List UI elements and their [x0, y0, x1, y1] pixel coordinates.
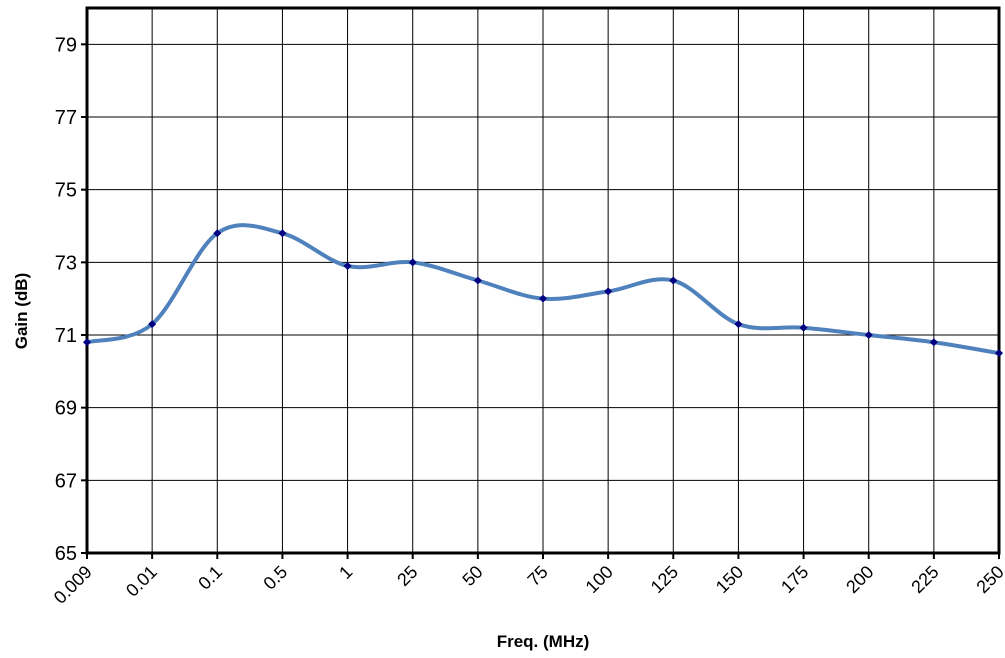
data-point-marker	[343, 261, 352, 270]
data-point-marker	[148, 320, 157, 329]
x-tick-label: 200	[842, 562, 877, 597]
data-point-marker	[929, 338, 938, 347]
data-point-marker	[83, 338, 91, 347]
data-point-marker	[278, 229, 287, 238]
y-axis-title: Gain (dB)	[12, 273, 31, 350]
y-tick-label: 75	[55, 180, 77, 202]
data-point-marker	[864, 331, 873, 339]
data-point-marker	[408, 258, 417, 267]
x-tick-label: 25	[393, 562, 421, 590]
data-point-marker	[604, 287, 613, 296]
data-point-marker	[799, 323, 808, 332]
y-tick-label: 69	[55, 398, 77, 420]
y-tick-label: 73	[55, 252, 77, 274]
x-tick-label: 0.01	[122, 562, 161, 601]
y-tick-label: 71	[55, 325, 77, 347]
data-point-marker	[995, 349, 1003, 358]
y-tick-label: 67	[55, 470, 77, 492]
x-tick-label: 250	[972, 562, 1005, 597]
y-tick-label: 65	[55, 543, 77, 565]
x-axis-title: Freq. (MHz)	[497, 632, 590, 651]
x-tick-label: 0.1	[194, 562, 226, 594]
x-tick-label: 100	[582, 562, 617, 597]
x-tick-label: 75	[524, 562, 552, 590]
data-point-marker	[539, 294, 547, 303]
data-point-marker	[473, 276, 482, 285]
x-tick-label: 125	[647, 562, 682, 597]
y-axis-ticks: 65 67 69 71 73 75 77 79	[55, 34, 87, 565]
x-tick-label: 50	[458, 562, 486, 590]
x-tick-label: 1	[335, 562, 356, 583]
grid-lines	[87, 8, 999, 553]
data-markers	[83, 229, 1003, 358]
y-tick-label: 77	[55, 107, 77, 129]
data-point-marker	[669, 276, 678, 285]
y-tick-label: 79	[55, 34, 77, 56]
x-axis-ticks: 0.009 0.01 0.1 0.5 1 25 50 75 100 125 150 175 200 225…	[50, 553, 1005, 608]
x-tick-label: 175	[777, 562, 812, 597]
x-tick-label: 225	[907, 562, 942, 597]
data-point-marker	[734, 320, 743, 329]
data-point-marker	[213, 229, 222, 238]
x-tick-label: 0.009	[50, 562, 96, 608]
x-tick-label: 150	[712, 562, 747, 597]
x-tick-label: 0.5	[259, 562, 291, 594]
